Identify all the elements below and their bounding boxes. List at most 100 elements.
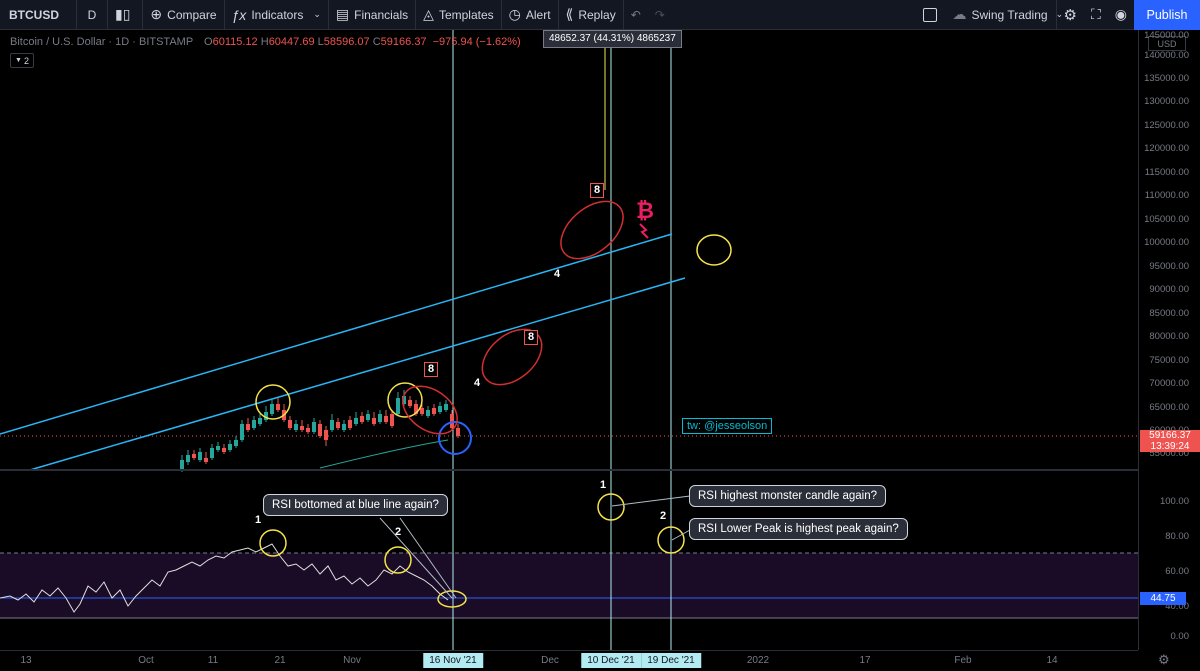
rsi-axis-label: 0.00 bbox=[1170, 631, 1190, 642]
candle-body bbox=[342, 424, 346, 430]
alert-button[interactable]: ◷ Alert bbox=[502, 0, 558, 30]
candle-body bbox=[426, 410, 430, 416]
replay-label: Replay bbox=[578, 7, 616, 22]
redo-button[interactable]: ↷ bbox=[648, 0, 672, 30]
legend-collapse-count: 2 bbox=[23, 55, 29, 66]
callout-pointer-3 bbox=[611, 495, 691, 507]
measure-label: 48652.37 (44.31%) 4865237 bbox=[543, 30, 682, 48]
price-axis-label: 95000.00 bbox=[1149, 261, 1189, 272]
candle-body bbox=[228, 444, 232, 450]
candle-body bbox=[432, 408, 436, 414]
alert-label: Alert bbox=[525, 7, 551, 22]
candle-body bbox=[252, 420, 256, 428]
yellow-circle-rsi-future-2 bbox=[657, 526, 685, 554]
candle-body bbox=[180, 460, 184, 470]
currency-label[interactable]: USD bbox=[1148, 36, 1186, 51]
candle-body bbox=[414, 404, 418, 414]
yellow-circle-price-2 bbox=[387, 382, 423, 418]
candle-body bbox=[438, 406, 442, 412]
bitcoin-logo-icon: ₿ bbox=[636, 199, 654, 239]
candle-body bbox=[210, 448, 214, 458]
layout-name: Swing Trading bbox=[971, 7, 1048, 22]
legend-open: O60115.12 bbox=[204, 36, 258, 48]
financials-button[interactable]: ▤ Financials bbox=[329, 0, 415, 30]
legend-change: −975.94 (−1.62%) bbox=[432, 36, 521, 48]
wave-label-8-a: 8 bbox=[424, 362, 438, 377]
callout-lower-peak: RSI Lower Peak is highest peak again? bbox=[689, 518, 908, 540]
indicators-button[interactable]: ƒx Indicators ⌄ bbox=[225, 0, 328, 30]
templates-button[interactable]: ◬ Templates bbox=[416, 0, 500, 30]
chevron-down-icon: ⌄ bbox=[1055, 9, 1064, 19]
rsi-label-1-a: 1 bbox=[255, 514, 262, 526]
rsi-band-zone bbox=[0, 553, 1138, 618]
time-tag-10-dec: 10 Dec '21 bbox=[581, 653, 641, 668]
rsi-axis-label: 40.00 bbox=[1165, 601, 1189, 612]
layout-select[interactable]: ☁ Swing Trading ⌄ bbox=[946, 0, 1064, 30]
fullscreen-button[interactable]: ⛶ bbox=[1084, 0, 1108, 30]
publish-button[interactable]: Publish bbox=[1134, 0, 1200, 30]
price-axis-label: 75000.00 bbox=[1149, 355, 1189, 366]
candle-body bbox=[330, 420, 334, 430]
toolbar-divider bbox=[415, 0, 417, 30]
rsi-label-1-b: 1 bbox=[600, 479, 607, 491]
gear-icon: ⚙ bbox=[1063, 6, 1077, 24]
layout-square-button[interactable] bbox=[916, 0, 944, 30]
top-toolbar: BTCUSD D ▮▯ ⊕ Compare ƒx Indicators ⌄ ▤ Fina… bbox=[0, 0, 1200, 30]
interval-button[interactable]: D bbox=[87, 7, 97, 22]
financials-icon: ▤ bbox=[335, 6, 350, 22]
time-axis-label: 13 bbox=[20, 655, 32, 666]
candle-body bbox=[450, 414, 454, 428]
price-axis-label: 70000.00 bbox=[1149, 378, 1189, 389]
snapshot-button[interactable]: ◉ bbox=[1108, 0, 1134, 30]
yellow-circle-price-1 bbox=[255, 384, 291, 420]
candle-body bbox=[204, 458, 208, 462]
gear-icon[interactable]: ⚙ bbox=[1158, 652, 1170, 667]
candle-body bbox=[246, 424, 250, 430]
price-axis-label: 140000.00 bbox=[1144, 50, 1189, 61]
compare-button[interactable]: ⊕ Compare bbox=[143, 0, 223, 30]
settings-button[interactable]: ⚙ bbox=[1057, 0, 1084, 30]
pane-divider[interactable] bbox=[0, 469, 1200, 471]
price-axis[interactable]: USD 145000.00 140000.00 135000.00 130000.00… bbox=[1138, 30, 1200, 650]
price-axis-label: 125000.00 bbox=[1144, 120, 1189, 131]
legend-collapse-button[interactable]: ▼ 2 bbox=[10, 53, 34, 68]
callout-rsi-bottom: RSI bottomed at blue line again? bbox=[263, 494, 448, 516]
callout-pointer-4 bbox=[671, 529, 691, 541]
price-axis-label: 110000.00 bbox=[1144, 190, 1189, 201]
time-axis[interactable]: 13 Oct 11 21 Nov Dec 2022 17 Feb 14 bbox=[0, 650, 1138, 671]
red-ellipse-1 bbox=[402, 385, 458, 435]
camera-icon: ◉ bbox=[1114, 6, 1127, 22]
undo-button[interactable]: ↶ bbox=[624, 0, 648, 30]
moving-average-line bbox=[319, 439, 449, 469]
blue-circle-current bbox=[438, 421, 472, 455]
time-axis-label: Nov bbox=[343, 655, 361, 666]
candle-body bbox=[264, 412, 268, 420]
channel-upper-line bbox=[0, 233, 673, 435]
candle-body bbox=[306, 428, 310, 432]
time-axis-label: 2022 bbox=[746, 655, 770, 666]
candle-body bbox=[456, 428, 460, 436]
callout-monster-candle: RSI highest monster candle again? bbox=[689, 485, 886, 507]
candle-body bbox=[354, 418, 358, 424]
plus-circle-icon: ⊕ bbox=[150, 6, 163, 22]
indicators-label: Indicators bbox=[251, 7, 304, 22]
candle-body bbox=[318, 424, 322, 436]
yellow-circle-rsi-future-1 bbox=[597, 493, 625, 521]
price-axis-label: 80000.00 bbox=[1149, 331, 1189, 342]
yellow-circle-rsi-1 bbox=[259, 529, 287, 557]
candle-body bbox=[240, 424, 244, 440]
symbol-search[interactable]: BTCUSD bbox=[9, 7, 59, 22]
time-axis-label: 17 bbox=[859, 655, 871, 666]
candle-body bbox=[288, 420, 292, 428]
candle-body bbox=[408, 400, 412, 406]
channel-lower-line bbox=[29, 277, 686, 471]
candle-body bbox=[444, 404, 448, 410]
candle-body bbox=[300, 426, 304, 430]
wave-label-8-b: 8 bbox=[524, 330, 538, 345]
chart-style-button[interactable]: ▮▯ bbox=[108, 0, 142, 30]
legend-low: L58596.07 bbox=[317, 36, 370, 48]
replay-button[interactable]: ⟪ Replay bbox=[559, 0, 623, 30]
toolbar-divider bbox=[557, 0, 559, 30]
rsi-line bbox=[0, 543, 449, 613]
